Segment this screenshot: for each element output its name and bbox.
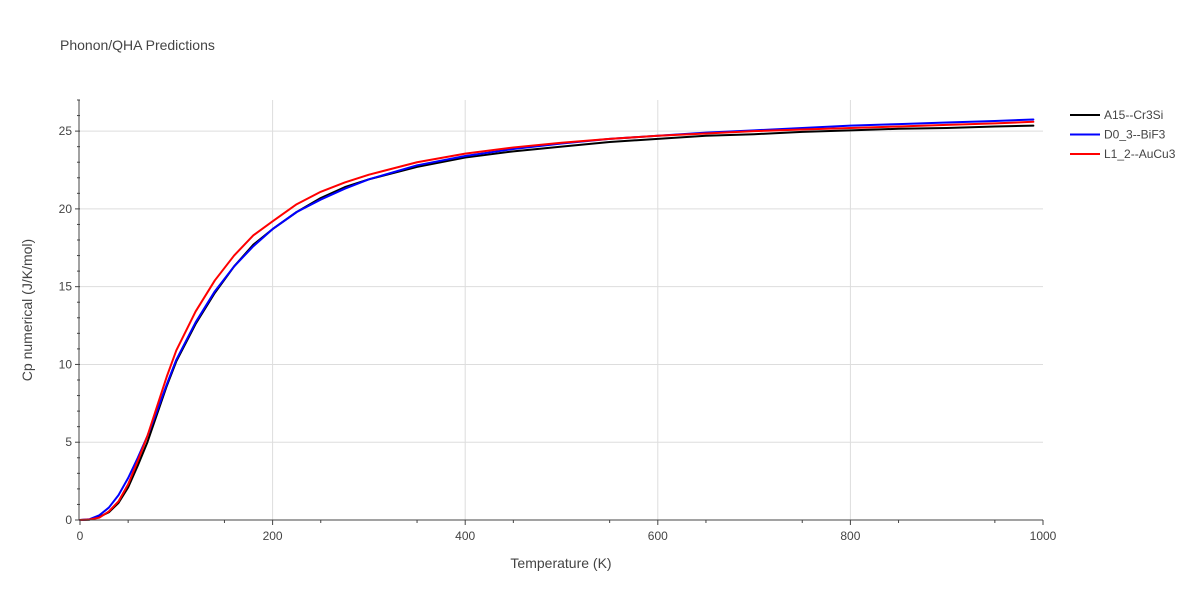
chart-title: Phonon/QHA Predictions	[60, 37, 215, 53]
x-axis-title: Temperature (K)	[510, 555, 611, 571]
legend-item[interactable]: D0_3--BiF3	[1070, 128, 1166, 142]
legend-label: D0_3--BiF3	[1104, 128, 1166, 142]
x-tick-label: 800	[840, 529, 860, 543]
legend-label: A15--Cr3Si	[1104, 108, 1163, 122]
legend-item[interactable]: L1_2--AuCu3	[1070, 147, 1176, 161]
x-tick-label: 200	[263, 529, 283, 543]
y-axis-title: Cp numerical (J/K/mol)	[19, 239, 35, 381]
y-tick-label: 15	[59, 280, 73, 294]
y-tick-label: 0	[65, 513, 72, 527]
y-tick-label: 20	[59, 202, 73, 216]
y-tick-label: 25	[59, 124, 73, 138]
series-line-L1_2--AuCu3	[79, 120, 1035, 521]
y-tick-label: 10	[59, 357, 73, 371]
series-line-D0_3--BiF3	[79, 118, 1035, 521]
series-line-A15--Cr3Si	[79, 124, 1035, 521]
x-tick-label: 1000	[1030, 529, 1057, 543]
x-tick-label: 400	[455, 529, 475, 543]
axes	[78, 100, 1043, 521]
legend[interactable]: A15--Cr3Si D0_3--BiF3 L1_2--AuCu3	[1070, 108, 1176, 161]
legend-item[interactable]: A15--Cr3Si	[1070, 108, 1163, 122]
y-tick-label: 5	[65, 435, 72, 449]
x-tick-label: 600	[648, 529, 668, 543]
legend-label: L1_2--AuCu3	[1104, 147, 1176, 161]
x-tick-label: 0	[77, 529, 84, 543]
grid	[80, 100, 1043, 520]
ticks: 0 200 400 600 800 1000 0 5 10 15 20 25	[59, 99, 1057, 543]
series-lines	[79, 118, 1035, 521]
